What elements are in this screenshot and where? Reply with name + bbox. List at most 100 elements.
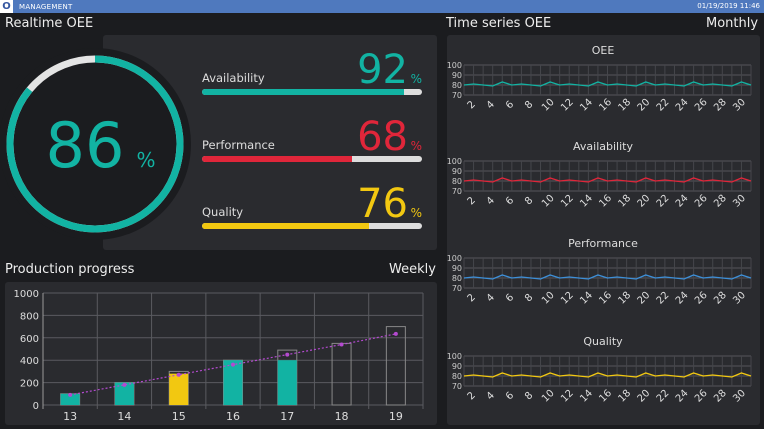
metric-label: Availability <box>202 71 265 85</box>
metric-bar-fill <box>202 89 405 95</box>
x-tick-label: 14 <box>578 290 595 307</box>
x-tick-label: 8 <box>523 292 535 304</box>
x-tick-label: 24 <box>674 290 691 307</box>
series-line <box>463 177 752 183</box>
chart-title: Availability <box>573 140 633 153</box>
app-name[interactable]: MANAGEMENT <box>19 2 73 11</box>
x-tick-label: 16 <box>597 290 614 307</box>
metric-bar-fill <box>202 156 352 162</box>
x-tick-label: 30 <box>731 97 748 114</box>
x-tick-label: 24 <box>674 97 691 114</box>
y-tick-label: 90 <box>452 167 462 176</box>
metric-performance: Performance 68 % <box>202 115 422 165</box>
x-tick-label: 24 <box>674 388 691 405</box>
x-tick-label: 20 <box>636 290 653 307</box>
y-tick-label: 0 <box>33 401 39 412</box>
x-tick-label: 4 <box>485 195 497 207</box>
x-tick-label: 28 <box>712 290 729 307</box>
trend-point <box>393 331 398 336</box>
oee-gauge: 86 % <box>0 48 191 240</box>
series-line <box>463 274 752 280</box>
y-tick-label: 70 <box>452 91 462 100</box>
target-bar <box>385 326 406 406</box>
oee-unit: % <box>136 148 155 172</box>
gauge-background <box>0 48 191 240</box>
metric-label: Performance <box>202 138 275 152</box>
x-tick-label: 30 <box>731 290 748 307</box>
x-tick-label: 17 <box>280 410 294 423</box>
chart-title: Performance <box>568 237 638 250</box>
x-tick-label: 30 <box>731 193 748 210</box>
y-tick-label: 70 <box>452 187 462 196</box>
y-tick-label: 80 <box>452 372 462 381</box>
chart-title: Quality <box>583 335 623 348</box>
metric-bar <box>202 223 422 229</box>
production-title: Production progress <box>5 262 135 277</box>
chart-title: OEE <box>592 44 615 57</box>
target-bar <box>331 342 352 406</box>
top-bar: O MANAGEMENT 01/19/2019 11:46 <box>0 0 764 13</box>
y-tick-label: 70 <box>452 382 462 391</box>
datetime: 01/19/2019 11:46 <box>697 2 760 10</box>
x-tick-label: 2 <box>466 390 478 402</box>
production-chart: 0 200 400 600 800 1000 13 14 15 16 17 18 19 <box>14 289 424 423</box>
timeseries-period[interactable]: Monthly <box>706 16 759 31</box>
y-tick-label: 90 <box>452 264 462 273</box>
metric-unit: % <box>410 72 422 86</box>
x-tick-label: 6 <box>504 292 516 304</box>
x-tick-label: 16 <box>226 410 240 423</box>
trend-point <box>68 392 73 397</box>
x-tick-label: 30 <box>731 388 748 405</box>
x-tick-label: 8 <box>523 390 535 402</box>
trend-point <box>285 352 290 357</box>
x-tick-label: 14 <box>578 388 595 405</box>
series-line <box>463 372 752 378</box>
actual-bar <box>114 382 134 405</box>
y-tick-label: 100 <box>447 157 462 166</box>
y-tick-label: 100 <box>447 254 462 263</box>
x-tick-label: 18 <box>616 97 633 114</box>
x-tick-label: 14 <box>117 410 131 423</box>
x-tick-label: 26 <box>693 388 710 405</box>
metric-bar-fill <box>202 223 370 229</box>
y-tick-label: 80 <box>452 177 462 186</box>
x-tick-label: 12 <box>559 193 576 210</box>
x-tick-label: 13 <box>63 410 77 423</box>
actual-bar <box>169 373 189 405</box>
x-tick-label: 18 <box>616 290 633 307</box>
timeseries-panel <box>447 35 760 425</box>
production-period[interactable]: Weekly <box>389 262 436 277</box>
actual-bar <box>223 360 243 405</box>
y-tick-label: 80 <box>452 274 462 283</box>
y-tick-label: 90 <box>452 362 462 371</box>
x-tick-label: 10 <box>540 97 557 114</box>
x-tick-label: 28 <box>712 388 729 405</box>
x-tick-label: 24 <box>674 193 691 210</box>
metric-bar <box>202 89 422 95</box>
metric-value: 68 <box>357 114 408 160</box>
x-tick-label: 4 <box>485 390 497 402</box>
x-tick-label: 22 <box>655 97 672 114</box>
x-tick-label: 20 <box>636 388 653 405</box>
realtime-title: Realtime OEE <box>5 16 94 31</box>
y-tick-label: 800 <box>20 311 39 322</box>
x-tick-label: 4 <box>485 99 497 111</box>
trend-point <box>122 382 127 387</box>
x-tick-label: 6 <box>504 195 516 207</box>
x-tick-label: 8 <box>523 195 535 207</box>
timeseries-title: Time series OEE <box>446 16 552 31</box>
y-tick-label: 600 <box>20 334 39 345</box>
y-tick-label: 400 <box>20 356 39 367</box>
x-tick-label: 18 <box>616 388 633 405</box>
x-tick-label: 10 <box>540 290 557 307</box>
x-tick-label: 6 <box>504 390 516 402</box>
x-tick-label: 22 <box>655 388 672 405</box>
metric-quality: Quality 76 % <box>202 182 422 232</box>
trend-point <box>176 372 181 377</box>
metric-value: 76 <box>357 181 408 227</box>
x-tick-label: 12 <box>559 290 576 307</box>
y-tick-label: 80 <box>452 81 462 90</box>
x-tick-label: 16 <box>597 193 614 210</box>
y-tick-label: 1000 <box>14 289 39 300</box>
